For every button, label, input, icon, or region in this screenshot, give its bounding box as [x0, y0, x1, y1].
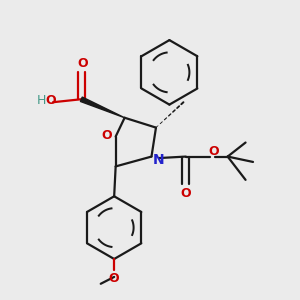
Text: O: O	[45, 94, 56, 107]
Text: O: O	[181, 188, 191, 200]
Text: N: N	[153, 153, 165, 166]
Text: H: H	[37, 94, 46, 107]
Polygon shape	[80, 97, 124, 118]
Text: O: O	[77, 57, 88, 70]
Text: O: O	[109, 272, 119, 285]
Text: O: O	[101, 129, 112, 142]
Text: O: O	[208, 145, 219, 158]
